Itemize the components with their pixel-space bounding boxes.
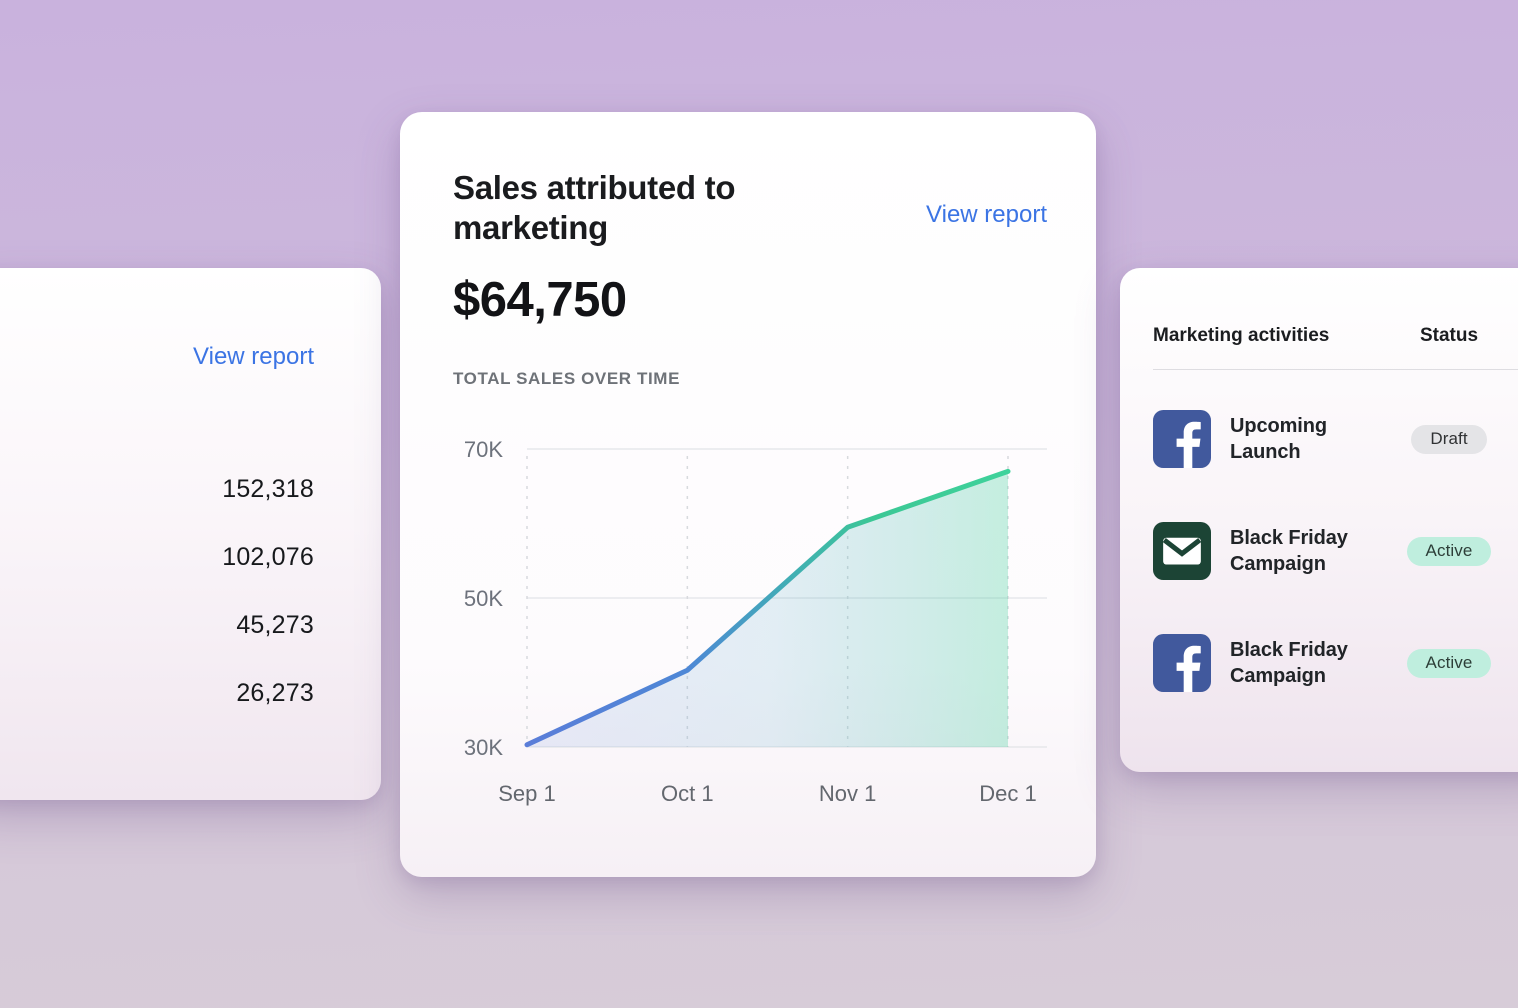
left-view-report-link[interactable]: View report: [193, 343, 314, 370]
status-badge: Active: [1406, 536, 1492, 566]
svg-text:Dec 1: Dec 1: [979, 781, 1036, 806]
activity-label: Upcoming Launch: [1230, 415, 1327, 463]
facebook-icon: [1153, 410, 1211, 468]
svg-text:70K: 70K: [464, 437, 503, 462]
marketing-activities-card: Marketing activities Status Upcoming Lau…: [1120, 268, 1518, 772]
card-title: Sales attributed to marketing: [453, 169, 736, 246]
sales-attribution-card: Sales attributed to marketing View repor…: [400, 112, 1096, 877]
metrics-list: 152,318 102,076 45,273 26,273: [222, 474, 314, 708]
center-view-report-link[interactable]: View report: [926, 201, 1047, 228]
status-badge: Active: [1406, 648, 1492, 678]
svg-text:Nov 1: Nov 1: [819, 781, 876, 806]
status-badge: Draft: [1411, 424, 1487, 454]
header-divider: [1153, 369, 1518, 370]
left-report-card: View report 152,318 102,076 45,273 26,27…: [0, 268, 381, 800]
total-sales-line-chart: 30K 50K 70K Sep 1 Oct 1 Nov 1 Dec 1: [464, 437, 1047, 806]
column-header-activities: Marketing activities: [1153, 325, 1330, 346]
card-header: Sales attributed to marketing View repor…: [453, 168, 1047, 248]
svg-text:Oct 1: Oct 1: [661, 781, 714, 806]
metric-value: 152,318: [222, 475, 314, 503]
chart-section-label: TOTAL SALES OVER TIME: [453, 369, 681, 388]
activity-row-black-friday-email[interactable]: Black Friday Campaign Active: [1153, 522, 1518, 580]
svg-text:50K: 50K: [464, 586, 503, 611]
metric-value: 26,273: [236, 679, 314, 707]
total-sales-amount: $64,750: [453, 273, 627, 327]
activity-label: Black Friday Campaign: [1230, 639, 1348, 687]
svg-text:Sep 1: Sep 1: [498, 781, 556, 806]
activity-row-black-friday-facebook[interactable]: Black Friday Campaign Active: [1153, 634, 1518, 692]
column-header-status: Status: [1419, 325, 1479, 346]
table-header: Marketing activities Status: [1153, 325, 1518, 347]
activity-label: Black Friday Campaign: [1230, 527, 1348, 575]
facebook-icon: [1153, 634, 1211, 692]
email-icon: [1153, 522, 1211, 580]
svg-text:30K: 30K: [464, 735, 503, 760]
metric-value: 45,273: [236, 611, 314, 639]
metric-value: 102,076: [222, 543, 314, 571]
activity-row-upcoming-launch[interactable]: Upcoming Launch Draft: [1153, 410, 1518, 468]
activities-list: Upcoming Launch Draft Black Friday Campa…: [1153, 410, 1518, 692]
